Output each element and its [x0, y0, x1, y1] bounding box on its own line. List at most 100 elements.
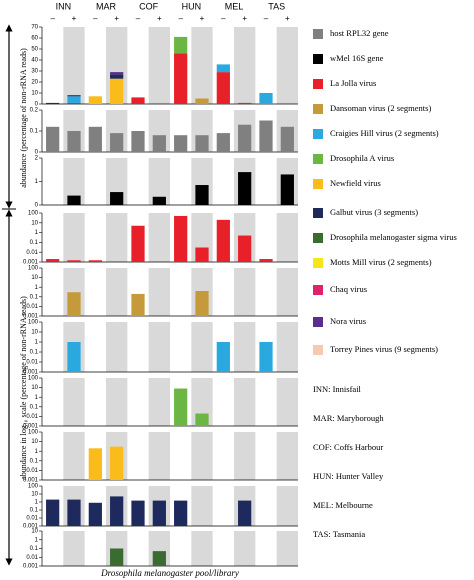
y-tick-label: 0.1 [30, 404, 39, 410]
legend-label: Motts Mill virus (2 segments) [330, 257, 432, 267]
bar [131, 225, 145, 262]
bar [152, 500, 166, 526]
column-shade [234, 432, 256, 480]
y-tick-label: 100 [28, 484, 39, 490]
column-shade [106, 378, 128, 426]
y-tick-label: 10 [31, 529, 38, 535]
y-tick-label: 0.001 [23, 370, 39, 376]
column-shade [63, 378, 85, 426]
column-shade [276, 531, 298, 566]
y-tick-label: 1 [35, 395, 39, 401]
bar [88, 502, 102, 526]
bar [195, 247, 209, 262]
condition-label: – [50, 14, 55, 23]
y-tick-label: 0.1 [30, 508, 39, 514]
y-tick-label: 0.1 [30, 350, 39, 356]
y-tick-label: 0 [35, 102, 39, 108]
bar [280, 174, 294, 205]
y-tick-label: 0.001 [23, 478, 39, 484]
y-tick-label: 0.1 [30, 294, 39, 300]
legend-swatch [313, 285, 323, 295]
column-shade [148, 213, 170, 262]
site-header: COF [139, 1, 159, 11]
column-shade [191, 531, 213, 566]
bar [67, 292, 81, 316]
y-tick-label: 40 [31, 58, 38, 64]
y-tick-label: 0.1 [30, 546, 39, 552]
bar [88, 126, 102, 152]
column-shade [148, 322, 170, 372]
bar [110, 133, 124, 152]
bar [259, 342, 273, 372]
column-shade [234, 531, 256, 566]
y-tick-label: 100 [28, 211, 39, 217]
bar [216, 219, 230, 262]
y-tick-label: 0.001 [23, 524, 39, 530]
y-tick-label: 0.01 [26, 250, 38, 256]
y-tick-label: 1 [35, 179, 39, 185]
site-key: INN: Innisfail [313, 384, 362, 394]
y-tick-label: 0.001 [23, 424, 39, 430]
y-tick-label: 70 [31, 25, 38, 31]
column-shade [106, 268, 128, 316]
bar-segment [110, 78, 124, 104]
column-shade [276, 322, 298, 372]
column-shade [106, 213, 128, 262]
condition-label: + [242, 14, 247, 23]
legend-swatch [313, 154, 323, 164]
column-shade [63, 531, 85, 566]
y-tick-label: 10 [31, 492, 38, 498]
legend-label: host RPL32 gene [330, 28, 389, 38]
bar [110, 446, 124, 480]
column-shade [234, 322, 256, 372]
condition-label: – [136, 14, 141, 23]
legend-label: Drosophila A virus [330, 153, 394, 163]
legend-swatch [313, 29, 323, 39]
y-tick-label: 60 [31, 36, 38, 42]
y-tick-label: 0.2 [30, 108, 39, 114]
legend-label: wMel 16S gene [330, 53, 384, 63]
condition-label: – [93, 14, 98, 23]
bar-segment [216, 64, 230, 73]
y-tick-label: 10 [31, 330, 38, 336]
y-tick-label: 0.01 [26, 516, 38, 522]
bar [238, 500, 252, 526]
column-shade [276, 378, 298, 426]
column-shade [234, 268, 256, 316]
bar [88, 260, 102, 262]
y-tick-label: 10 [31, 385, 38, 391]
site-header: MAR [96, 1, 117, 11]
column-shade [191, 486, 213, 526]
y-tick-label: 1 [35, 285, 39, 291]
bar-segment [110, 72, 124, 75]
bar-segment [67, 102, 81, 104]
legend-label: Drosophila melanogaster sigma virus [330, 232, 457, 242]
legend-label: Nora virus [330, 316, 366, 326]
y-tick-label: 0.001 [23, 314, 39, 320]
bar [67, 499, 81, 526]
bar [174, 500, 188, 526]
y-tick-label: 0.1 [30, 129, 39, 135]
site-key: MEL: Melbourne [313, 500, 373, 510]
bar [238, 235, 252, 262]
column-shade [148, 27, 170, 104]
column-shade [276, 432, 298, 480]
y-tick-label: 0.1 [30, 458, 39, 464]
bar-segment [174, 53, 188, 104]
bar-segment [88, 96, 102, 104]
legend-label: Galbut virus (3 segments) [330, 207, 418, 217]
bar [67, 131, 81, 152]
y-axis-title: abundance in log₁₀ scale (percentage of … [19, 296, 28, 480]
y-tick-label: 100 [28, 320, 39, 326]
column-shade [191, 322, 213, 372]
legend-swatch [313, 317, 323, 327]
legend-label: Chaq virus [330, 284, 367, 294]
bar [280, 126, 294, 152]
column-shade [148, 158, 170, 205]
legend-swatch [313, 104, 323, 114]
y-tick-label: 0 [35, 150, 39, 156]
y-tick-label: 0.1 [30, 240, 39, 246]
condition-label: + [200, 14, 205, 23]
legend-swatch [313, 79, 323, 89]
column-shade [276, 27, 298, 104]
